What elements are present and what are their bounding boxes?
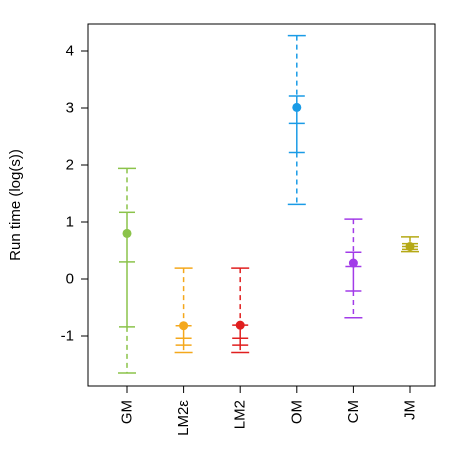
y-axis-label: Run time (log(s)) — [7, 149, 24, 261]
y-tick-label: 1 — [66, 214, 74, 231]
series-LM2ε — [174, 267, 193, 354]
median-point — [122, 228, 132, 238]
median-point — [348, 258, 358, 268]
series-LM2 — [231, 267, 250, 354]
x-axis: GM LM2ε LM2 OM CM JM — [119, 386, 419, 436]
y-tick-label: 4 — [66, 43, 74, 60]
median-point — [235, 320, 245, 330]
y-tick-label: 2 — [66, 157, 74, 174]
x-tick-label: JM — [402, 400, 419, 420]
y-tick-label: -1 — [61, 328, 74, 345]
series-GM — [118, 167, 136, 374]
x-tick-label: LM2ε — [175, 400, 192, 436]
x-tick-label: CM — [345, 400, 362, 423]
median-point — [405, 242, 415, 252]
plot-frame — [87, 23, 436, 387]
series-OM — [287, 34, 306, 206]
median-point — [292, 102, 302, 112]
y-tick-label: 0 — [66, 271, 74, 288]
x-tick-label: LM2 — [232, 400, 249, 429]
series-CM — [344, 218, 363, 319]
series-JM — [401, 236, 419, 253]
median-point — [179, 321, 189, 331]
y-tick-label: 3 — [66, 100, 74, 117]
y-axis: -1 0 1 2 3 4 — [61, 43, 88, 345]
series-layer — [118, 34, 419, 374]
x-tick-label: OM — [288, 400, 305, 424]
x-tick-label: GM — [119, 400, 136, 424]
